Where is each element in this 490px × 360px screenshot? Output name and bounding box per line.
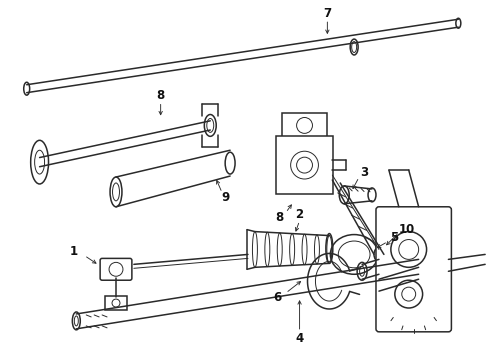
- Text: 3: 3: [360, 166, 368, 179]
- FancyBboxPatch shape: [276, 136, 333, 194]
- Text: 10: 10: [399, 223, 415, 236]
- Text: 8: 8: [156, 89, 165, 102]
- Text: 5: 5: [390, 231, 398, 244]
- Text: 4: 4: [295, 332, 304, 345]
- Text: 1: 1: [69, 245, 77, 258]
- Text: 9: 9: [221, 192, 229, 204]
- Text: 8: 8: [275, 211, 284, 224]
- FancyBboxPatch shape: [282, 113, 327, 138]
- FancyBboxPatch shape: [376, 207, 451, 332]
- Text: 2: 2: [295, 208, 304, 221]
- FancyBboxPatch shape: [100, 258, 132, 280]
- Text: 6: 6: [273, 291, 282, 303]
- Text: 7: 7: [323, 7, 331, 20]
- FancyBboxPatch shape: [105, 296, 127, 310]
